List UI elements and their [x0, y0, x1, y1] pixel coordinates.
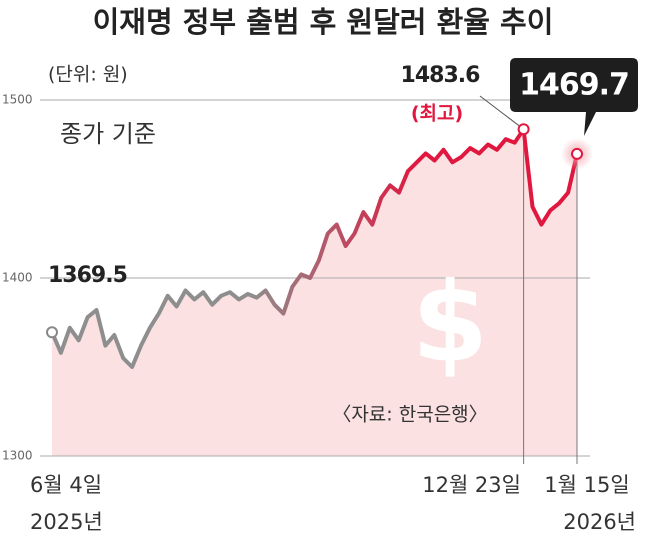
dollar-sign: $: [412, 258, 489, 386]
value-label: 1469.7: [519, 68, 629, 103]
leader: [479, 95, 524, 130]
year-label: 2025년: [30, 510, 103, 534]
x-tick-label: 6월 4일: [30, 473, 102, 497]
callout-box: [510, 58, 638, 136]
year-label: 2026년: [563, 510, 636, 534]
marker: [517, 123, 530, 136]
y-tick-label: 1500: [2, 93, 33, 107]
x-tick-label: 1월 15일: [544, 473, 629, 497]
unit-note: (단위: 원): [48, 64, 128, 86]
y-tick-label: 1300: [2, 449, 33, 463]
marker: [571, 147, 583, 160]
value-label: 1483.6: [401, 63, 481, 88]
x-tick-label: 12월 23일: [422, 473, 521, 497]
source: 〈자료: 한국은행〉: [332, 404, 487, 426]
value-label: 1369.5: [48, 263, 127, 288]
area: [52, 129, 577, 456]
line: [50, 127, 579, 369]
subtitle: 종가 기준: [60, 120, 156, 148]
high-label: (최고): [411, 103, 463, 125]
marker: [46, 326, 58, 339]
y-tick-label: 1400: [2, 271, 33, 285]
chart-title: 이재명 정부 출범 후 원달러 환율 추이: [93, 5, 554, 39]
